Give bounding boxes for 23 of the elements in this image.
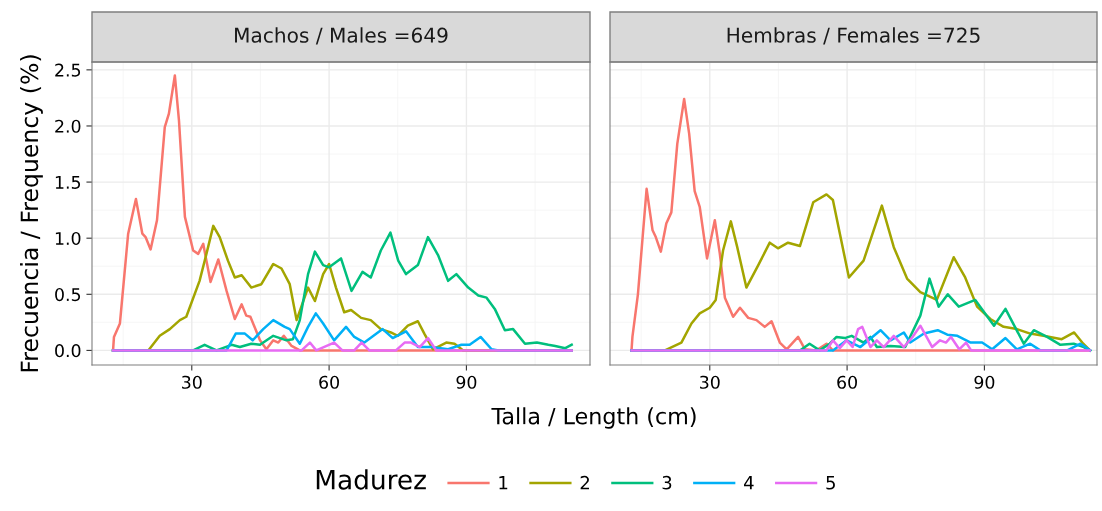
chart-title: Machos / Males =649 [235, 27, 448, 45]
x-tick-label: 60 [319, 375, 339, 389]
y-tick-label: 0.5 [55, 288, 81, 302]
legend-title: Madurez [316, 469, 426, 490]
y-tick-label: 1.5 [55, 176, 81, 189]
legend-label: 5 [826, 476, 835, 490]
y-tick-label: 1.0 [55, 231, 81, 246]
y-axis-title: Frecuencia / Frequency (%) [20, 55, 43, 372]
y-tick-label: 0.0 [55, 344, 81, 358]
x-axis-title: Talla / Length (cm) [491, 407, 696, 429]
x-tick-label: 90 [974, 375, 995, 389]
y-tick-label: 2.5 [55, 63, 81, 77]
x-tick-label: 30 [182, 375, 202, 389]
chart-title: Hembras / Females =725 [727, 27, 980, 45]
y-tick-label: 2.0 [55, 119, 81, 133]
legend-label: 3 [662, 475, 672, 490]
x-tick-label: 90 [456, 375, 477, 389]
legend-label: 1 [499, 476, 508, 490]
line-series [111, 336, 573, 352]
x-tick-label: 60 [837, 375, 857, 389]
x-tick-label: 30 [700, 375, 720, 389]
legend-label: 2 [580, 475, 589, 490]
legend-label: 4 [744, 476, 754, 490]
